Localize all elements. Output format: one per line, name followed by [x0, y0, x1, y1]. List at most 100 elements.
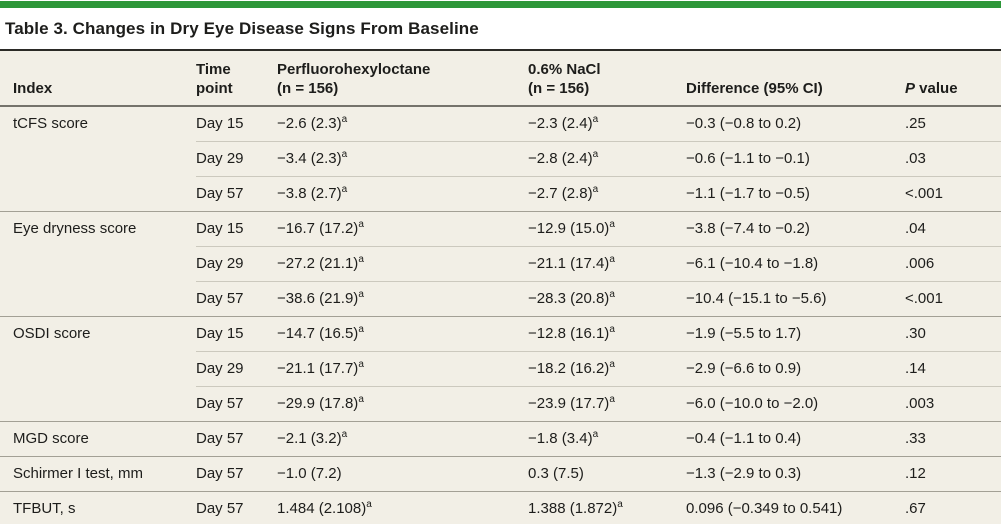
cell-nacl: 1.388 (1.872)a	[528, 491, 686, 524]
cell-index: tCFS score	[13, 115, 89, 132]
footnote-marker: a	[609, 359, 615, 370]
table-title: Table 3. Changes in Dry Eye Disease Sign…	[5, 19, 479, 38]
cell-index: OSDI score	[0, 316, 196, 422]
cell-p-value: .12	[905, 456, 1001, 492]
footnote-marker: a	[341, 184, 348, 195]
cell-p-value: .67	[905, 491, 1001, 524]
cell-nacl: −18.2 (16.2)a	[528, 351, 686, 387]
cell-difference: −10.4 (−15.1 to −5.6)	[686, 281, 905, 317]
cell-perfluorohexyloctane: 1.484 (2.108)a	[277, 491, 528, 524]
cell-nacl: −28.3 (20.8)a	[528, 281, 686, 317]
footnote-marker: a	[592, 429, 599, 440]
cell-index: Eye dryness score	[0, 211, 196, 317]
table-accent-bar	[0, 1, 1001, 8]
cell-difference: −0.3 (−0.8 to 0.2)	[686, 115, 802, 132]
footnote-marker: a	[358, 219, 364, 230]
cell-nacl: −2.3 (2.4)a	[528, 114, 599, 133]
cell-p-value: <.001	[905, 176, 1001, 212]
cell-perfluorohexyloctane: −2.6 (2.3)a	[277, 114, 348, 133]
footnote-marker: a	[592, 114, 599, 125]
footnote-marker: a	[358, 254, 364, 265]
cell-time-point: Day 57	[196, 491, 277, 524]
table-row: TFBUT, s Day 57 1.484 (2.108)a 1.388 (1.872…	[0, 491, 1001, 524]
footnote-marker: a	[366, 499, 372, 510]
footnote-marker: a	[358, 359, 364, 370]
cell-time-point: Day 57	[196, 421, 277, 457]
table-row: OSDI score Day 15 −14.7 (16.5)a −12.8 (16.1…	[0, 316, 1001, 422]
cell-p-value: .33	[905, 421, 1001, 457]
footnote-marker: a	[341, 429, 348, 440]
footnote-marker: a	[609, 254, 615, 265]
cell-perfluorohexyloctane: −3.4 (2.3)a	[277, 141, 528, 177]
col-header-index-label: Index	[13, 80, 53, 97]
table-row: Eye dryness score Day 15 −16.7 (17.2)a −12.…	[0, 211, 1001, 317]
table-body: tCFS score Day 15 −2.6 (2.3)a −2.3 (2.4)a −0…	[0, 106, 1001, 524]
footnote-marker: a	[358, 324, 364, 335]
cell-perfluorohexyloctane: −1.0 (7.2)	[277, 456, 528, 492]
col-header-p-value: P value	[905, 51, 1001, 107]
cell-time-point: Day 57	[196, 281, 277, 317]
cell-perfluorohexyloctane: −16.7 (17.2)a	[277, 211, 528, 247]
cell-difference: 0.096 (−0.349 to 0.541)	[686, 491, 905, 524]
cell-time-point: Day 57	[196, 456, 277, 492]
footnote-marker: a	[358, 394, 364, 405]
cell-time-point: Day 15	[196, 115, 244, 132]
cell-p-value: .04	[905, 211, 1001, 247]
table-row: Day 29 −21.1 (17.7)a −18.2 (16.2)a −2.9 (−6…	[0, 351, 1001, 387]
cell-difference: −0.4 (−1.1 to 0.4)	[686, 421, 905, 457]
cell-perfluorohexyloctane: −3.8 (2.7)a	[277, 176, 528, 212]
cell-index: MGD score	[0, 421, 196, 457]
cell-nacl: −21.1 (17.4)a	[528, 246, 686, 282]
cell-difference: −0.6 (−1.1 to −0.1)	[686, 141, 905, 177]
cell-nacl: −1.8 (3.4)a	[528, 421, 686, 457]
results-table: Index Time point Perfluorohexyloctane (n…	[0, 51, 1001, 524]
footnote-marker: a	[358, 289, 364, 300]
cell-time-point: Day 29	[196, 351, 277, 387]
cell-time-point: Day 57	[196, 386, 277, 422]
table-header: Index Time point Perfluorohexyloctane (n…	[0, 51, 1001, 107]
cell-time-point: Day 15	[196, 316, 277, 352]
cell-difference: −3.8 (−7.4 to −0.2)	[686, 211, 905, 247]
footnote-marker: a	[609, 289, 615, 300]
cell-p-value: .14	[905, 351, 1001, 387]
cell-index: TFBUT, s	[0, 491, 196, 524]
cell-perfluorohexyloctane: −38.6 (21.9)a	[277, 281, 528, 317]
table-row: Day 29 −3.4 (2.3)a −2.8 (2.4)a −0.6 (−1.1 t…	[0, 141, 1001, 177]
table-row: Day 57 −29.9 (17.8)a −23.9 (17.7)a −6.0 (−1…	[0, 386, 1001, 422]
cell-perfluorohexyloctane: −14.7 (16.5)a	[277, 316, 528, 352]
cell-difference: −2.9 (−6.6 to 0.9)	[686, 351, 905, 387]
cell-p-value: <.001	[905, 281, 1001, 317]
cell-difference: −1.3 (−2.9 to 0.3)	[686, 456, 905, 492]
cell-p-value: .30	[905, 316, 1001, 352]
cell-time-point: Day 29	[196, 141, 277, 177]
cell-perfluorohexyloctane: −27.2 (21.1)a	[277, 246, 528, 282]
cell-p-value: .03	[905, 141, 1001, 177]
cell-nacl: −2.8 (2.4)a	[528, 141, 686, 177]
footnote-marker: a	[609, 324, 615, 335]
cell-nacl: −12.8 (16.1)a	[528, 316, 686, 352]
table-row: Day 57 −3.8 (2.7)a −2.7 (2.8)a −1.1 (−1.7 t…	[0, 176, 1001, 212]
col-header-difference: Difference (95% CI)	[686, 51, 905, 107]
cell-difference: −1.9 (−5.5 to 1.7)	[686, 316, 905, 352]
cell-difference: −6.0 (−10.0 to −2.0)	[686, 386, 905, 422]
cell-nacl: −2.7 (2.8)a	[528, 176, 686, 212]
footnote-marker: a	[609, 219, 615, 230]
footnote-marker: a	[341, 114, 348, 125]
cell-time-point: Day 29	[196, 246, 277, 282]
cell-nacl: 0.3 (7.5)	[528, 456, 686, 492]
cell-nacl: −12.9 (15.0)a	[528, 211, 686, 247]
cell-perfluorohexyloctane: −2.1 (3.2)a	[277, 421, 528, 457]
footnote-marker: a	[341, 149, 348, 160]
footnote-marker: a	[592, 184, 599, 195]
col-header-nacl: 0.6% NaCl (n = 156)	[528, 51, 686, 107]
footnote-marker: a	[592, 149, 599, 160]
cell-perfluorohexyloctane: −29.9 (17.8)a	[277, 386, 528, 422]
table-row: MGD score Day 57 −2.1 (3.2)a −1.8 (3.4)a −0.…	[0, 421, 1001, 457]
col-header-index: Index	[0, 51, 196, 107]
cell-nacl: −23.9 (17.7)a	[528, 386, 686, 422]
col-header-perfluorohexyloctane: Perfluorohexyloctane (n = 156)	[277, 51, 528, 107]
cell-p-value: .006	[905, 246, 1001, 282]
cell-time-point: Day 57	[196, 176, 277, 212]
cell-p-value: .25	[905, 115, 926, 132]
